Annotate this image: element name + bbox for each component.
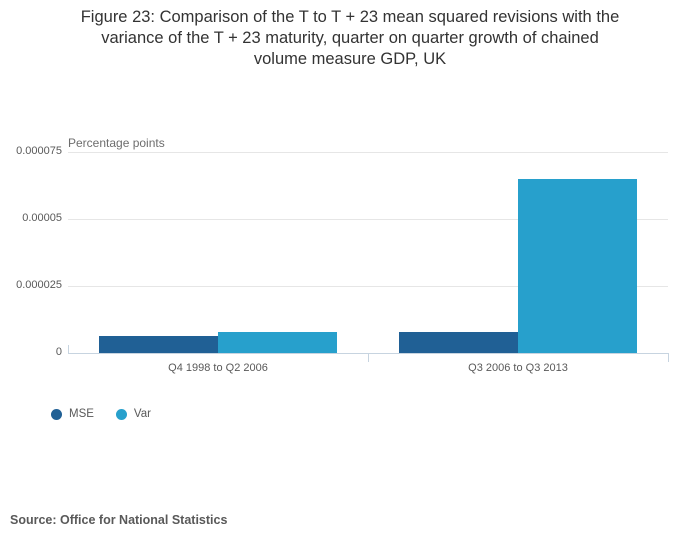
legend-label: Var: [133, 408, 151, 420]
legend: MSE Var: [51, 408, 173, 420]
legend-marker-icon: [51, 408, 62, 420]
y-axis-unit-label: Percentage points: [68, 136, 165, 150]
x-axis-tick: [368, 353, 369, 362]
bar-mse-1: [99, 336, 218, 353]
y-tick-label: 0.000075: [16, 145, 62, 157]
legend-item-var[interactable]: Var: [115, 408, 151, 420]
figure-title-line-2: variance of the T + 23 maturity, quarter…: [101, 29, 599, 47]
legend-marker-icon: [115, 408, 127, 420]
bar-var-1: [218, 332, 337, 353]
figure-title-line-1: Figure 23: Comparison of the T to T + 23…: [80, 8, 620, 26]
gridline: [68, 219, 668, 220]
bar-mse-2: [399, 332, 518, 353]
legend-label: MSE: [69, 408, 94, 420]
source-note: Source: Office for National Statistics: [10, 513, 228, 527]
gridline: [68, 286, 668, 287]
y-axis-tick: [68, 345, 69, 353]
x-category-label: Q4 1998 to Q2 2006: [168, 362, 268, 374]
figure-title-line-3: volume measure GDP, UK: [253, 50, 447, 68]
y-tick-label: 0: [55, 346, 62, 358]
bar-var-2: [518, 179, 637, 353]
x-axis-tick: [668, 353, 669, 362]
y-tick-label: 0.00005: [22, 212, 62, 224]
x-category-label: Q3 2006 to Q3 2013: [468, 362, 568, 374]
legend-item-mse[interactable]: MSE: [51, 408, 94, 420]
gridline: [68, 152, 668, 153]
figure-title: Figure 23: Comparison of the T to T + 23…: [0, 7, 700, 70]
y-tick-label: 0.000025: [16, 279, 62, 291]
plot-area: Percentage points 0 0.000025 0.00005 0.0000…: [16, 136, 669, 374]
